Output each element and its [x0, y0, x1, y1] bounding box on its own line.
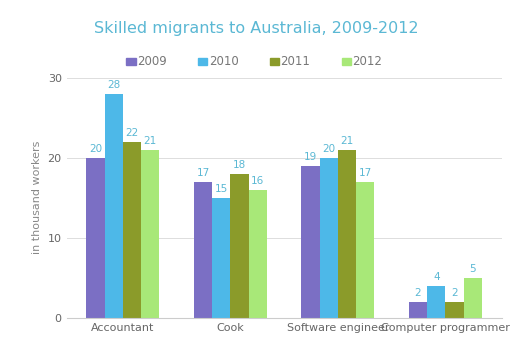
Text: 2: 2: [451, 288, 458, 299]
Bar: [445, 302, 464, 318]
Text: 17: 17: [197, 168, 209, 179]
Bar: [141, 150, 159, 318]
Bar: [338, 150, 356, 318]
Text: 21: 21: [340, 137, 354, 146]
Text: 18: 18: [233, 161, 246, 170]
Text: 20: 20: [89, 144, 102, 155]
Bar: [427, 286, 445, 318]
Bar: [230, 174, 249, 318]
Text: 5: 5: [470, 264, 476, 275]
Text: 2009: 2009: [137, 55, 167, 68]
Bar: [194, 182, 212, 318]
Text: 19: 19: [304, 152, 317, 162]
Text: 2010: 2010: [209, 55, 239, 68]
Bar: [302, 166, 319, 318]
Bar: [104, 94, 123, 318]
Bar: [356, 182, 374, 318]
Text: 22: 22: [125, 128, 139, 138]
Y-axis label: in thousand workers: in thousand workers: [32, 141, 42, 255]
Bar: [212, 198, 230, 318]
Text: 20: 20: [322, 144, 335, 155]
Text: 2011: 2011: [281, 55, 310, 68]
Bar: [249, 190, 267, 318]
Text: 28: 28: [107, 80, 120, 90]
Bar: [123, 142, 141, 318]
Bar: [87, 158, 104, 318]
Text: 17: 17: [359, 168, 372, 179]
Text: 4: 4: [433, 273, 440, 282]
Bar: [319, 158, 338, 318]
Text: 2: 2: [415, 288, 421, 299]
Text: Skilled migrants to Australia, 2009-2012: Skilled migrants to Australia, 2009-2012: [94, 21, 418, 36]
Text: 16: 16: [251, 176, 264, 186]
Text: 21: 21: [144, 137, 157, 146]
Bar: [409, 302, 427, 318]
Text: 2012: 2012: [352, 55, 382, 68]
Bar: [464, 278, 482, 318]
Text: 15: 15: [215, 185, 228, 195]
